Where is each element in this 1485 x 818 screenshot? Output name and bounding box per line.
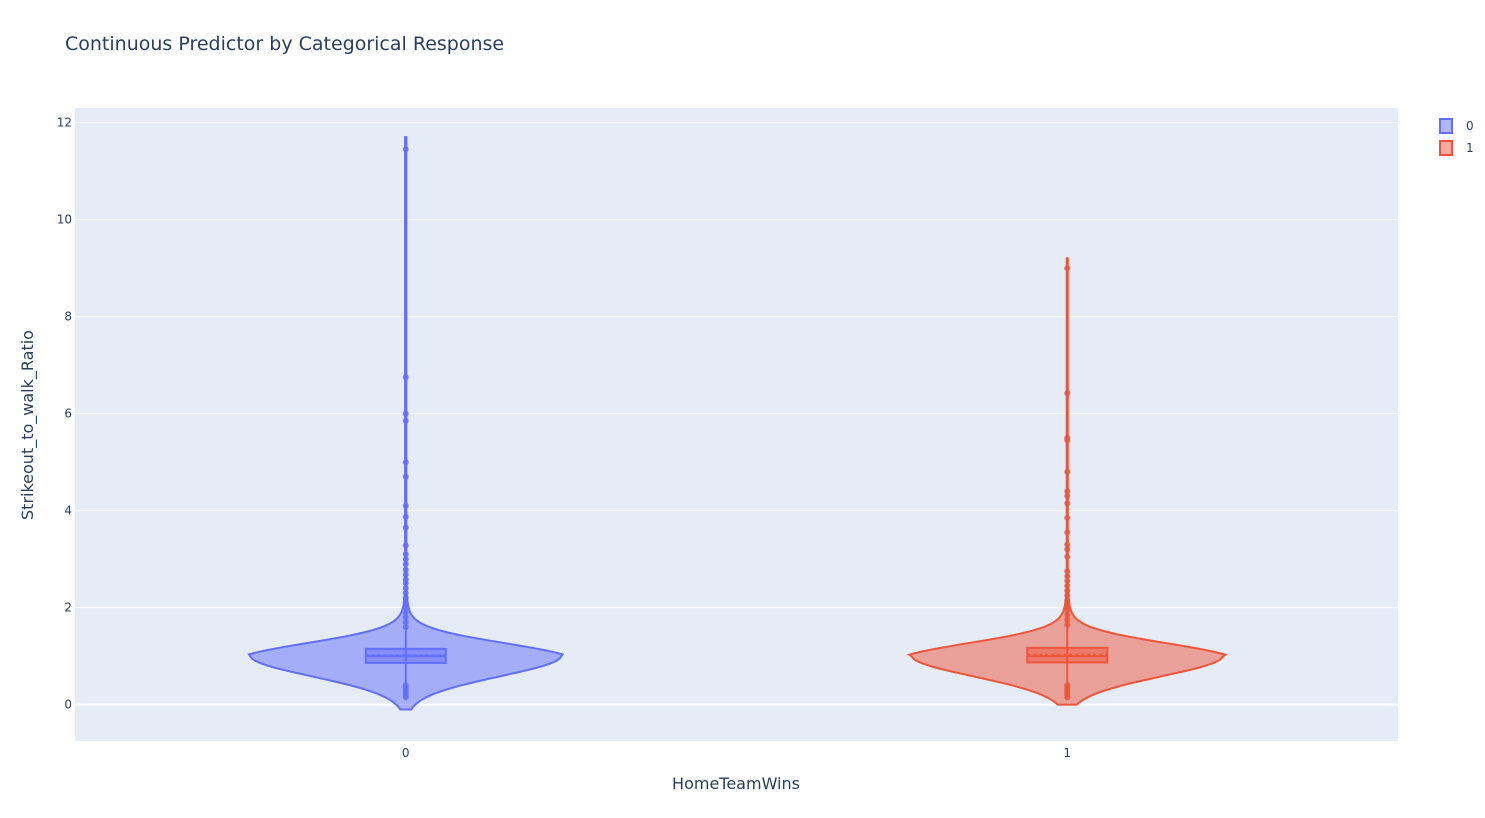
violins [247,136,1228,711]
data-point[interactable] [402,459,409,466]
gridlines [75,122,1398,706]
data-point[interactable] [402,374,409,381]
x-tick-label: 1 [1063,746,1071,760]
data-point[interactable] [1064,602,1071,609]
y-tick-label: 8 [64,310,72,324]
data-point[interactable] [402,585,409,592]
violin-1[interactable] [906,257,1228,706]
data-point[interactable] [1064,468,1071,475]
data-point[interactable] [1064,577,1071,584]
data-point[interactable] [1064,568,1071,575]
data-point[interactable] [1064,582,1071,589]
legend[interactable]: 01 [1439,118,1474,156]
data-point[interactable] [1064,529,1071,536]
y-tick-label: 6 [64,407,72,421]
data-point[interactable] [402,502,409,509]
legend-swatch [1439,140,1453,156]
data-point[interactable] [402,694,409,701]
y-axis-ticks: 0 2 4 6 8 10 12 [57,116,72,712]
data-point[interactable] [402,580,409,587]
data-point[interactable] [402,624,409,631]
violin-0[interactable] [247,136,565,711]
data-point[interactable] [1064,390,1071,397]
data-point[interactable] [1064,493,1071,500]
data-point[interactable] [1064,592,1071,599]
data-point[interactable] [402,560,409,567]
data-point[interactable] [1064,611,1071,618]
data-point[interactable] [402,571,409,578]
chart-title: Continuous Predictor by Categorical Resp… [65,33,504,55]
data-point[interactable] [402,473,409,480]
y-tick-label: 10 [57,213,72,227]
data-point[interactable] [1064,265,1071,272]
legend-item-0[interactable]: 0 [1439,118,1474,134]
data-point[interactable] [1064,616,1071,623]
data-point[interactable] [1064,500,1071,507]
data-point[interactable] [402,566,409,573]
data-point[interactable] [402,594,409,601]
data-point[interactable] [1064,607,1071,614]
data-point[interactable] [402,524,409,531]
data-point[interactable] [402,146,409,153]
data-point[interactable] [1064,541,1071,548]
legend-label: 1 [1466,141,1474,155]
data-point[interactable] [1064,573,1071,580]
data-point[interactable] [402,619,409,626]
data-point[interactable] [402,513,409,520]
y-tick-label: 2 [64,601,72,615]
data-point[interactable] [402,604,409,611]
plot-area [75,108,1398,741]
legend-swatch [1439,118,1453,134]
y-tick-label: 12 [57,116,72,130]
data-point[interactable] [402,556,409,563]
y-tick-label: 0 [64,698,72,712]
data-point[interactable] [1064,587,1071,594]
data-point[interactable] [1064,597,1071,604]
data-point[interactable] [402,614,409,621]
x-tick-label: 0 [402,746,410,760]
data-point[interactable] [1064,553,1071,560]
data-point[interactable] [1064,437,1071,444]
data-point[interactable] [1064,694,1071,701]
data-point[interactable] [1064,621,1071,628]
data-point[interactable] [402,599,409,606]
data-point[interactable] [402,551,409,558]
x-axis-title: HomeTeamWins [672,774,800,793]
data-point[interactable] [402,609,409,616]
legend-item-1[interactable]: 1 [1439,140,1474,156]
data-point[interactable] [402,590,409,597]
data-point[interactable] [402,417,409,424]
legend-label: 0 [1466,119,1474,133]
data-point[interactable] [402,542,409,549]
data-point[interactable] [1064,514,1071,521]
data-point[interactable] [1064,488,1071,495]
y-tick-label: 4 [64,504,72,518]
data-point[interactable] [1064,546,1071,553]
data-point[interactable] [402,410,409,417]
y-axis-title: Strikeout_to_walk_Ratio [18,330,38,520]
